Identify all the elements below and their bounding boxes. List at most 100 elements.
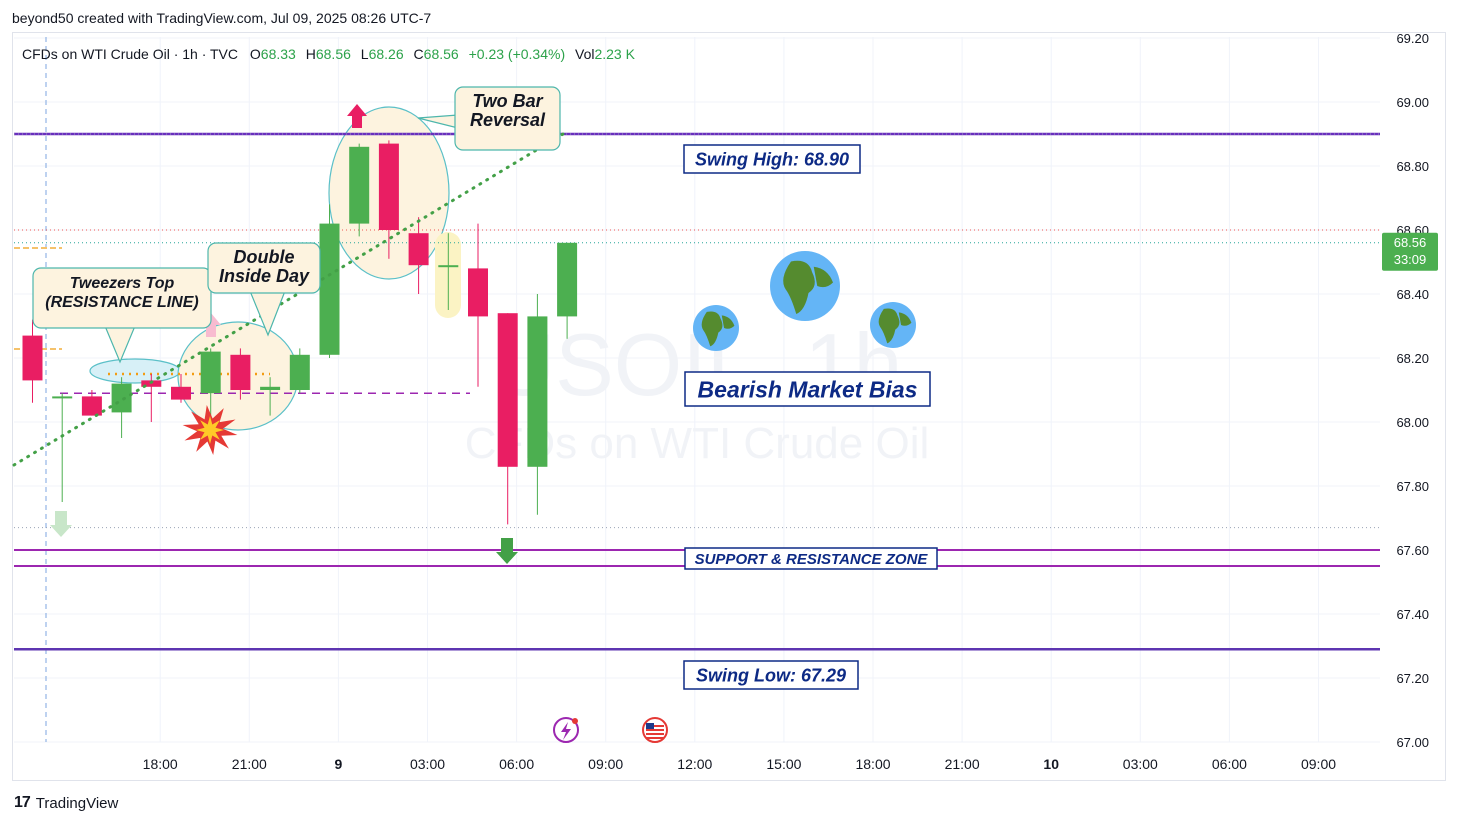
- tradingview-brand: TradingView: [35, 794, 119, 812]
- faded-down-arrow: [50, 511, 72, 537]
- lightning-icon: [561, 722, 571, 740]
- legend-low-value: 68.26: [369, 46, 404, 62]
- y-tick-label: 67.80: [1396, 479, 1429, 494]
- chart-frame: [12, 32, 1446, 781]
- globe-icon: [870, 302, 916, 348]
- x-tick-label: 10: [1043, 756, 1059, 772]
- explosion-core: [196, 416, 224, 444]
- legend-open-label: O: [250, 46, 261, 62]
- legend-high-label: H: [306, 46, 316, 62]
- support-down-arrow: [496, 538, 518, 564]
- sr-zone-label: SUPPORT & RESISTANCE ZONE: [684, 547, 938, 570]
- candle-body: [468, 268, 488, 317]
- y-tick-label: 68.40: [1396, 287, 1429, 302]
- x-tick-label: 12:00: [677, 756, 712, 772]
- y-tick-label: 67.20: [1396, 671, 1429, 686]
- flag-stripe: [646, 737, 664, 739]
- candle-body: [200, 351, 221, 394]
- candle-body: [408, 233, 429, 266]
- x-tick-label: 15:00: [766, 756, 801, 772]
- swing-high-label: Swing High: 68.90: [683, 144, 861, 174]
- y-tick-label: 69.00: [1396, 95, 1429, 110]
- callout-text: Inside Day: [219, 266, 310, 286]
- legend-low-label: L: [361, 46, 369, 62]
- flag-canton: [646, 723, 654, 729]
- legend-close-value: 68.56: [424, 46, 459, 62]
- x-tick-label: 09:00: [1301, 756, 1336, 772]
- candle-body: [81, 396, 102, 416]
- y-tick-label: 67.60: [1396, 543, 1429, 558]
- candle-body: [497, 313, 518, 467]
- callout-text: Tweezers Top: [70, 275, 175, 292]
- legend-high-value: 68.56: [316, 46, 351, 62]
- legend-volume-value: 2.23 K: [594, 46, 635, 62]
- legend-open-value: 68.33: [261, 46, 296, 62]
- time-axis: 18:00 21:00 9 03:00 06:00 09:00 12:00 15:00 18:0…: [143, 756, 1337, 772]
- event-dot: [572, 718, 578, 724]
- us-economic-event-icon: [642, 717, 668, 743]
- callout-text: Two Bar: [472, 91, 543, 111]
- x-tick-label: 9: [335, 756, 343, 772]
- x-tick-label: 21:00: [945, 756, 980, 772]
- candle-body: [557, 242, 578, 317]
- tweezers-callout: Tweezers Top (RESISTANCE LINE): [32, 267, 212, 364]
- x-tick-label: 06:00: [1212, 756, 1247, 772]
- publisher-caption: beyond50 created with TradingView.com, J…: [12, 10, 432, 26]
- candle-body: [378, 143, 399, 230]
- y-tick-label: 69.20: [1396, 31, 1429, 46]
- earnings-event-icon: [553, 717, 579, 743]
- y-tick-label: 67.40: [1396, 607, 1429, 622]
- candle-body: [527, 316, 548, 467]
- callout-box: [32, 267, 212, 329]
- label-box: [683, 660, 859, 690]
- tradingview-logo-icon: 17: [14, 794, 31, 811]
- x-tick-label: 21:00: [232, 756, 267, 772]
- flag-stripe: [646, 733, 664, 735]
- tradingview-footer[interactable]: 17 TradingView: [14, 794, 118, 812]
- candle-body: [22, 335, 43, 381]
- label-text: Bearish Market Bias: [698, 376, 918, 402]
- swing-low-label: Swing Low: 67.29: [683, 660, 859, 690]
- x-tick-label: 09:00: [588, 756, 623, 772]
- candle-body: [319, 223, 340, 355]
- globe-land: [813, 266, 833, 288]
- uptrend-line: [12, 132, 565, 467]
- label-box: [683, 144, 861, 174]
- flag-stripe: [646, 725, 664, 727]
- x-tick-label: 03:00: [410, 756, 445, 772]
- legend-symbol: CFDs on WTI Crude Oil · 1h · TVC: [22, 46, 238, 62]
- y-tick-label: 67.00: [1396, 735, 1429, 750]
- x-tick-label: 06:00: [499, 756, 534, 772]
- globe-land: [783, 260, 815, 314]
- callout-text: Reversal: [470, 110, 546, 130]
- reversal-up-arrow: [347, 104, 367, 128]
- globe-land: [878, 308, 900, 344]
- callout-pointer: [104, 325, 136, 364]
- bar-countdown: 33:09: [1394, 252, 1427, 267]
- candle-body: [171, 386, 191, 400]
- candle-body: [260, 386, 281, 390]
- candle-body: [111, 383, 132, 413]
- globe-icon: [693, 305, 739, 351]
- callout-text: (RESISTANCE LINE): [45, 294, 198, 311]
- label-text: SUPPORT & RESISTANCE ZONE: [695, 551, 929, 568]
- y-tick-label: 68.20: [1396, 351, 1429, 366]
- x-tick-label: 03:00: [1123, 756, 1158, 772]
- candle-body: [230, 354, 251, 390]
- y-tick-label: 68.00: [1396, 415, 1429, 430]
- x-tick-label: 18:00: [143, 756, 178, 772]
- bias-label: Bearish Market Bias: [684, 371, 931, 407]
- x-tick-label: 18:00: [855, 756, 890, 772]
- last-price-tag: 68.56 33:09: [1382, 232, 1438, 271]
- tweezers-highlight: [89, 358, 181, 384]
- callout-box: [207, 242, 321, 294]
- last-price: 68.56: [1394, 235, 1427, 250]
- label-box: [684, 547, 938, 570]
- globe-land: [721, 315, 735, 329]
- globe-land: [898, 312, 912, 326]
- svg-text:CFDs on WTI Crude Oil · 1h · T: CFDs on WTI Crude Oil · 1h · TVC O68.33 …: [22, 46, 636, 62]
- candle-body: [289, 354, 310, 390]
